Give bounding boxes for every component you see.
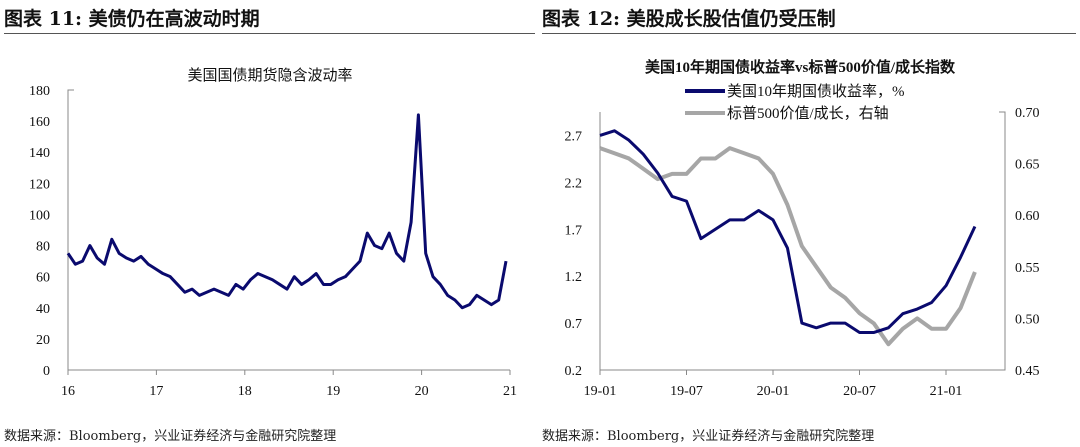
divider (4, 33, 535, 34)
y-tick-label: 100 (29, 208, 50, 223)
y-right-tick-label: 0.45 (1015, 364, 1040, 379)
y-right-tick-label: 0.60 (1015, 209, 1040, 224)
legend-label: 美国10年期国债收益率，% (727, 83, 905, 100)
y-tick-label: 20 (36, 333, 50, 348)
y-tick-label: 40 (36, 302, 50, 317)
y-left-tick-label: 1.7 (565, 223, 583, 238)
y-tick-label: 120 (29, 177, 50, 192)
y-tick-label: 0 (43, 364, 50, 379)
y-left-tick-label: 2.7 (565, 129, 583, 144)
y-right-tick-label: 0.55 (1015, 261, 1040, 276)
y-right-tick-label: 0.50 (1015, 312, 1040, 327)
chart11-heading: 图表 11: 美债仍在高波动时期 (4, 8, 260, 30)
y-tick-label: 160 (29, 115, 50, 130)
chart-title: 美国10年期国债收益率vs标普500价值/成长指数 (645, 58, 956, 76)
y-left-tick-label: 0.2 (565, 364, 583, 379)
y-tick-label: 80 (36, 240, 50, 255)
x-tick-label: 16 (61, 384, 75, 399)
axis-lines (599, 111, 1006, 371)
x-tick-label: 20-01 (757, 384, 790, 399)
chart-title: 美国国债期货隐含波动率 (187, 67, 352, 84)
x-tick-label: 19 (326, 384, 340, 399)
y-right-tick-label: 0.65 (1015, 158, 1040, 173)
y-left-tick-label: 0.7 (565, 317, 583, 332)
y-tick-label: 180 (29, 84, 50, 99)
y-tick-label: 60 (36, 271, 50, 286)
source-note: 数据来源：Bloomberg，兴业证券经济与金融研究院整理 (4, 429, 337, 444)
series-line (599, 129, 977, 334)
y-left-tick-label: 1.2 (565, 270, 583, 285)
x-tick-label: 20 (415, 384, 429, 399)
x-tick-label: 20-07 (843, 384, 876, 399)
legend-label: 标普500价值/成长，右轴 (727, 105, 889, 122)
source-note: 数据来源：Bloomberg，兴业证券经济与金融研究院整理 (542, 429, 875, 444)
series-line-implied-volatility (66, 113, 508, 310)
x-tick-label: 18 (238, 384, 252, 399)
x-tick-label: 19-01 (584, 384, 617, 399)
x-tick-label: 17 (149, 384, 163, 399)
y-tick-label: 140 (29, 146, 50, 161)
x-tick-label: 21-01 (930, 384, 963, 399)
axis-lines (67, 89, 510, 371)
series-line (599, 146, 977, 347)
x-tick-label: 21 (503, 384, 517, 399)
chart12-heading: 图表 12: 美股成长股估值仍受压制 (542, 8, 836, 30)
y-left-tick-label: 2.2 (565, 176, 583, 191)
divider (542, 33, 1076, 34)
x-tick-label: 19-07 (670, 384, 703, 399)
y-right-tick-label: 0.70 (1015, 106, 1040, 121)
